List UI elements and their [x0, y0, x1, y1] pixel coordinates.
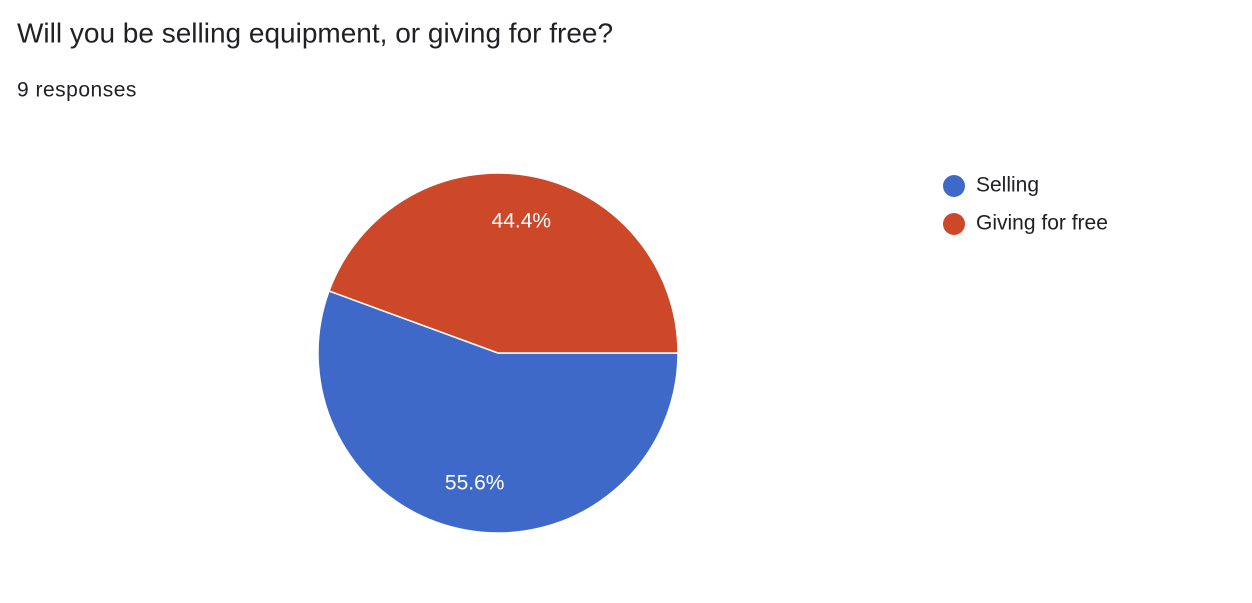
slice-label: 44.4% — [492, 209, 552, 232]
chart-title: Will you be selling equipment, or giving… — [17, 17, 613, 48]
pie-slice — [328, 172, 679, 354]
legend-label: Giving for free — [976, 212, 1108, 235]
legend-swatch — [943, 213, 965, 235]
legend-label: Selling — [976, 174, 1039, 197]
legend-swatch — [943, 175, 965, 197]
slice-label: 55.6% — [445, 472, 505, 495]
pie-slice — [317, 290, 679, 534]
chart-subtitle: 9 responses — [17, 79, 137, 102]
